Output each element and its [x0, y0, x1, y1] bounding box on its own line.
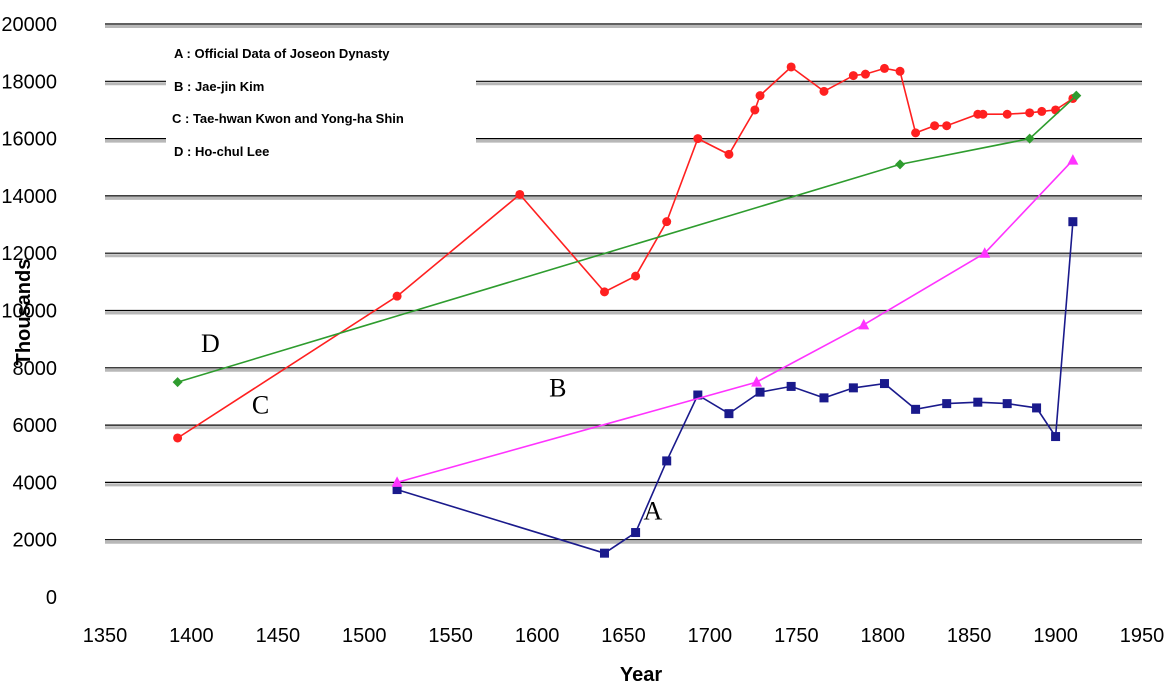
- point-B-2: [858, 318, 870, 330]
- point-C-4: [631, 271, 641, 281]
- y-tick-label-10000: 10000: [1, 301, 57, 323]
- point-B-0: [391, 476, 403, 487]
- point-C-23: [1037, 106, 1047, 116]
- x-tick-label-1600: 1600: [515, 625, 560, 647]
- legend-entry-b: B : Jae-jin Kim: [174, 79, 264, 94]
- y-axis-title: Thousands: [13, 259, 35, 366]
- series-label-A: A: [643, 497, 662, 526]
- y-tick-label-20000: 20000: [1, 14, 57, 36]
- point-A-7: [786, 381, 796, 391]
- series-label-D: D: [201, 329, 220, 358]
- y-tick-label-4000: 4000: [13, 472, 58, 494]
- point-C-8: [750, 105, 760, 115]
- legend-entry-a: A : Official Data of Joseon Dynasty: [174, 46, 390, 61]
- point-C-6: [693, 134, 703, 144]
- x-tick-label-1450: 1450: [256, 625, 301, 647]
- y-tick-label-14000: 14000: [1, 186, 57, 208]
- point-C-16: [911, 128, 921, 138]
- point-D-0: [172, 377, 183, 388]
- point-A-11: [911, 404, 921, 414]
- point-D-1: [895, 159, 906, 170]
- series-line-D: [177, 95, 1077, 383]
- point-C-20: [978, 109, 988, 119]
- tick-labels: 0 2000 4000 6000 8000 10000 12000 14000 16000 180…: [1, 14, 1164, 647]
- y-tick-label-8000: 8000: [13, 358, 58, 380]
- point-A-10: [879, 379, 889, 389]
- point-A-17: [1068, 217, 1078, 227]
- point-B-4: [1067, 154, 1079, 165]
- series-line-A: [396, 221, 1074, 555]
- x-tick-label-1400: 1400: [169, 625, 214, 647]
- y-tick-label-16000: 16000: [1, 129, 57, 151]
- x-tick-label-1750: 1750: [774, 625, 819, 647]
- point-B-1: [751, 376, 763, 387]
- y-tick-label-18000: 18000: [1, 71, 57, 93]
- point-A-9: [848, 383, 858, 393]
- series-C: C: [173, 62, 1078, 443]
- point-C-13: [860, 69, 870, 79]
- point-A-1: [599, 548, 609, 558]
- point-C-12: [848, 71, 858, 81]
- point-C-0: [173, 433, 183, 443]
- point-C-3: [599, 287, 609, 297]
- series-A: A: [392, 217, 1078, 558]
- point-A-16: [1051, 432, 1061, 442]
- x-tick-label-1900: 1900: [1033, 625, 1078, 647]
- series-label-B: B: [549, 373, 566, 402]
- point-A-0: [392, 485, 402, 495]
- point-C-5: [662, 217, 672, 227]
- point-A-14: [1002, 399, 1012, 409]
- point-C-15: [895, 66, 905, 76]
- point-C-22: [1025, 108, 1035, 118]
- point-B-3: [979, 247, 991, 258]
- point-A-2: [631, 528, 641, 538]
- point-D-3: [1071, 90, 1082, 101]
- point-A-3: [662, 456, 672, 466]
- point-C-11: [819, 86, 829, 96]
- point-A-12: [942, 399, 952, 409]
- legend-box: [166, 30, 476, 180]
- series-layer: A B C D: [172, 62, 1082, 558]
- x-tick-label-1850: 1850: [947, 625, 992, 647]
- x-tick-label-1800: 1800: [861, 625, 906, 647]
- point-A-13: [973, 397, 983, 407]
- point-C-24: [1051, 105, 1061, 115]
- point-C-18: [942, 121, 952, 131]
- gridlines: [105, 23, 1142, 544]
- point-A-5: [724, 409, 734, 419]
- y-tick-label-12000: 12000: [1, 243, 57, 265]
- legend-entry-c: C : Tae-hwan Kwon and Yong-ha Shin: [172, 111, 404, 126]
- series-B: B: [391, 154, 1079, 487]
- point-A-4: [693, 390, 703, 400]
- point-C-21: [1002, 109, 1012, 119]
- series-label-C: C: [252, 391, 269, 420]
- x-tick-label-1500: 1500: [342, 625, 387, 647]
- point-C-2: [515, 189, 525, 199]
- y-tick-label-6000: 6000: [13, 415, 58, 437]
- x-tick-label-1650: 1650: [601, 625, 646, 647]
- y-tick-label-2000: 2000: [13, 530, 58, 552]
- point-C-1: [392, 291, 402, 301]
- legend-entry-d: D : Ho-chul Lee: [174, 144, 269, 159]
- point-D-2: [1024, 133, 1035, 144]
- y-tick-label-0: 0: [46, 587, 57, 609]
- x-tick-label-1350: 1350: [83, 625, 128, 647]
- point-C-7: [724, 149, 734, 159]
- series-D: D: [172, 90, 1082, 388]
- x-tick-label-1950: 1950: [1120, 625, 1165, 647]
- x-tick-label-1550: 1550: [428, 625, 473, 647]
- legend: A : Official Data of Joseon Dynasty B : …: [172, 46, 404, 159]
- point-C-9: [755, 91, 765, 101]
- x-tick-label-1700: 1700: [688, 625, 733, 647]
- point-C-14: [879, 63, 889, 73]
- point-A-6: [755, 387, 765, 397]
- point-C-10: [786, 62, 796, 72]
- point-A-15: [1032, 403, 1042, 413]
- point-A-8: [819, 393, 829, 403]
- point-C-17: [930, 121, 940, 131]
- x-axis-title: Year: [620, 664, 662, 686]
